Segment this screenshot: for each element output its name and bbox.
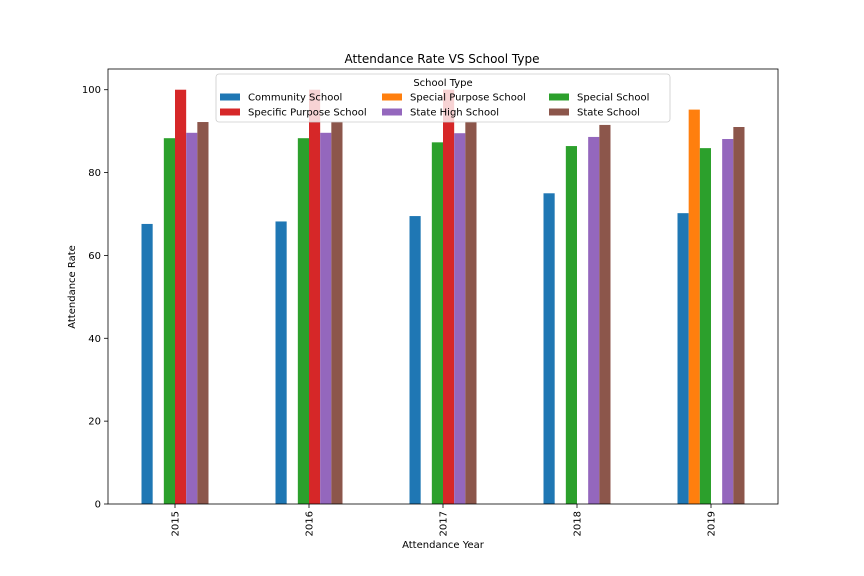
legend-entry: Special School <box>577 93 649 104</box>
legend: School Type Community School Special Purpo… <box>215 73 671 123</box>
y-tick-label: 40 <box>88 334 101 345</box>
bar <box>320 132 332 505</box>
y-tick-label: 80 <box>88 168 101 179</box>
legend-entry: Special Purpose School <box>410 93 526 104</box>
x-tick-label: 2015 <box>171 511 182 536</box>
legend-swatch <box>220 108 240 116</box>
bar <box>275 221 287 504</box>
plot-frame <box>107 68 779 505</box>
x-tick-label: 2018 <box>573 511 584 536</box>
bar <box>465 122 477 504</box>
legend-swatch <box>220 93 240 101</box>
legend-entry: Specific Purpose School <box>248 108 367 119</box>
bar <box>722 139 734 504</box>
y-tick-label: 0 <box>95 500 101 511</box>
bar <box>543 193 555 505</box>
legend-entry: State High School <box>410 108 499 119</box>
bar <box>454 133 466 504</box>
x-axis: 2015 2016 2017 2018 2019 <box>171 504 718 536</box>
bar <box>186 132 198 505</box>
y-axis: 0 20 40 60 80 100 <box>82 85 108 511</box>
bar <box>677 213 689 505</box>
chart-title: Attendance Rate VS School Type <box>345 52 540 66</box>
bar <box>163 138 175 504</box>
bar <box>309 89 321 505</box>
legend-swatch <box>549 108 569 116</box>
bar <box>297 138 309 504</box>
bar <box>733 127 745 504</box>
bars-group <box>141 89 745 505</box>
legend-swatch <box>382 108 402 116</box>
bar <box>197 122 209 504</box>
bar <box>699 148 711 504</box>
bar <box>443 89 455 505</box>
legend-title: School Type <box>413 78 472 89</box>
y-tick-label: 60 <box>88 251 101 262</box>
x-tick-label: 2017 <box>439 511 450 536</box>
bar <box>175 89 187 505</box>
y-tick-label: 100 <box>82 85 101 96</box>
legend-entry: Community School <box>248 93 342 104</box>
y-tick-label: 20 <box>88 417 101 428</box>
bar <box>688 109 700 504</box>
bar <box>331 122 343 504</box>
bar <box>431 142 443 504</box>
x-tick-label: 2016 <box>305 511 316 536</box>
bar <box>409 216 421 504</box>
bar <box>588 136 600 504</box>
legend-swatch <box>549 93 569 101</box>
x-axis-label: Attendance Year <box>402 540 485 551</box>
legend-swatch <box>382 93 402 101</box>
bar <box>565 146 577 504</box>
bar <box>141 223 153 504</box>
y-axis-label: Attendance Rate <box>67 245 78 329</box>
bar <box>599 124 611 505</box>
x-tick-label: 2019 <box>707 511 718 536</box>
legend-entry: State School <box>577 108 640 119</box>
